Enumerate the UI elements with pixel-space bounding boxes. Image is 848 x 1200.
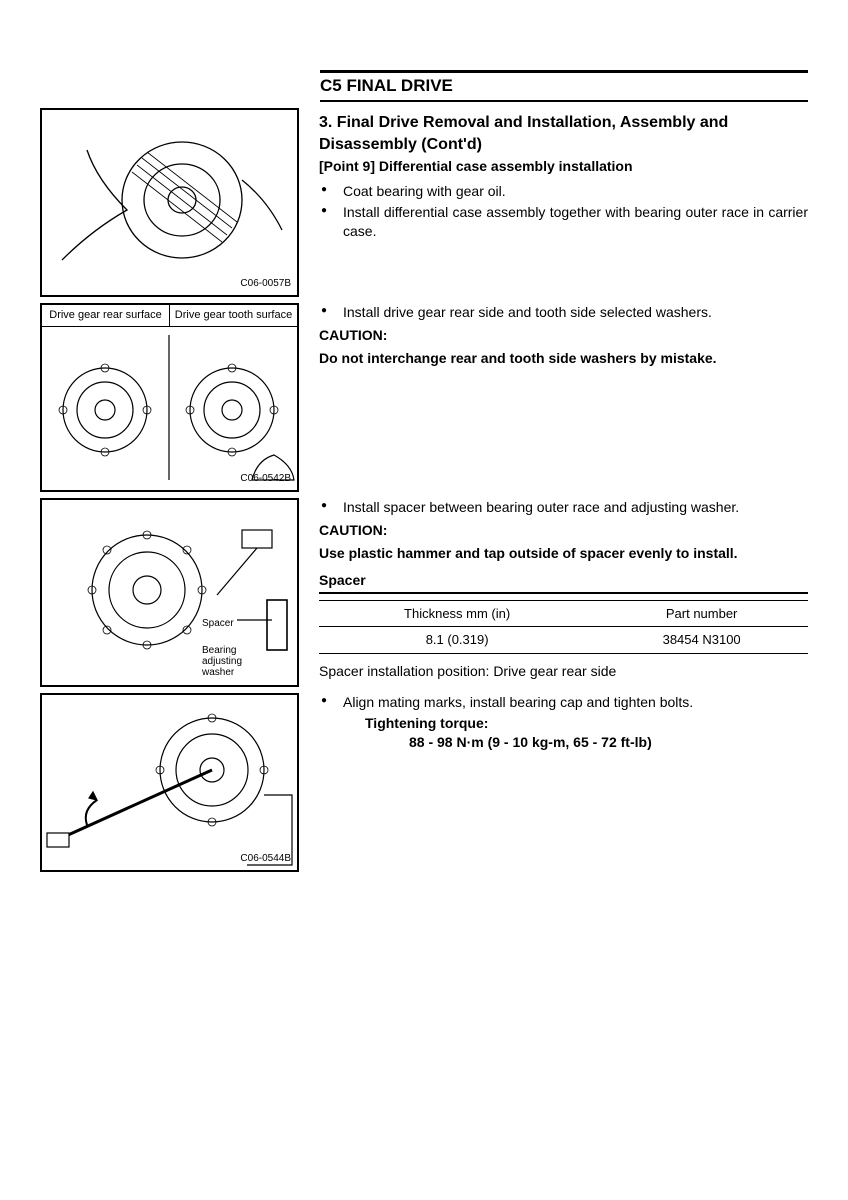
bullet-item: Install differential case assembly toget… bbox=[319, 203, 808, 241]
block-2: Drive gear rear surface Drive gear tooth… bbox=[40, 303, 808, 492]
figure-2-label-left: Drive gear rear surface bbox=[42, 305, 170, 326]
table-cell-thickness: 8.1 (0.319) bbox=[319, 627, 595, 654]
spacer-install-note: Spacer installation position: Drive gear… bbox=[319, 662, 808, 681]
bullet-item: Align mating marks, install bearing cap … bbox=[319, 693, 808, 712]
block-4: C06-0544B Align mating marks, install be… bbox=[40, 693, 808, 872]
caution-label-3: CAUTION: bbox=[319, 521, 808, 540]
spacer-table-title: Spacer bbox=[319, 571, 808, 594]
caution-text-2: Do not interchange rear and tooth side w… bbox=[319, 349, 808, 368]
figure-3-label-washer: Bearing adjusting washer bbox=[202, 645, 262, 678]
block-3: Spacer Bearing adjusting washer Install … bbox=[40, 498, 808, 687]
bullet-item: Install spacer between bearing outer rac… bbox=[319, 498, 808, 517]
bullets-1: Coat bearing with gear oil. Install diff… bbox=[319, 182, 808, 241]
figure-3: Spacer Bearing adjusting washer bbox=[40, 498, 299, 687]
figure-1: C06-0057B bbox=[40, 108, 299, 297]
figure-id-4: C06-0544B bbox=[240, 852, 291, 866]
torque-label: Tightening torque: bbox=[319, 714, 808, 733]
bullet-item: Coat bearing with gear oil. bbox=[319, 182, 808, 201]
figure-2-label-right: Drive gear tooth surface bbox=[170, 305, 297, 326]
bullets-3: Install spacer between bearing outer rac… bbox=[319, 498, 808, 517]
figure-id-2: C06-0542B bbox=[240, 472, 291, 486]
point-heading: [Point 9] Differential case assembly ins… bbox=[319, 157, 808, 176]
figure-id-1: C06-0057B bbox=[240, 277, 291, 291]
caution-label-2: CAUTION: bbox=[319, 326, 808, 345]
bullets-2: Install drive gear rear side and tooth s… bbox=[319, 303, 808, 322]
section-title: 3. Final Drive Removal and Installation,… bbox=[319, 112, 808, 155]
block-1: C06-0057B 3. Final Drive Removal and Ins… bbox=[40, 108, 808, 297]
bullets-4: Align mating marks, install bearing cap … bbox=[319, 693, 808, 712]
torque-value: 88 - 98 N·m (9 - 10 kg-m, 65 - 72 ft-lb) bbox=[319, 733, 808, 752]
bullet-item: Install drive gear rear side and tooth s… bbox=[319, 303, 808, 322]
figure-2: Drive gear rear surface Drive gear tooth… bbox=[40, 303, 299, 492]
caution-text-3: Use plastic hammer and tap outside of sp… bbox=[319, 544, 808, 563]
table-col-partnum: Part number bbox=[595, 600, 808, 627]
table-cell-partnum: 38454 N3100 bbox=[595, 627, 808, 654]
spacer-table: Thickness mm (in) Part number 8.1 (0.319… bbox=[319, 600, 808, 654]
figure-3-label-spacer: Spacer bbox=[202, 618, 234, 629]
table-row: 8.1 (0.319) 38454 N3100 bbox=[319, 627, 808, 654]
page-title: C5 FINAL DRIVE bbox=[320, 70, 808, 102]
table-col-thickness: Thickness mm (in) bbox=[319, 600, 595, 627]
figure-4: C06-0544B bbox=[40, 693, 299, 872]
